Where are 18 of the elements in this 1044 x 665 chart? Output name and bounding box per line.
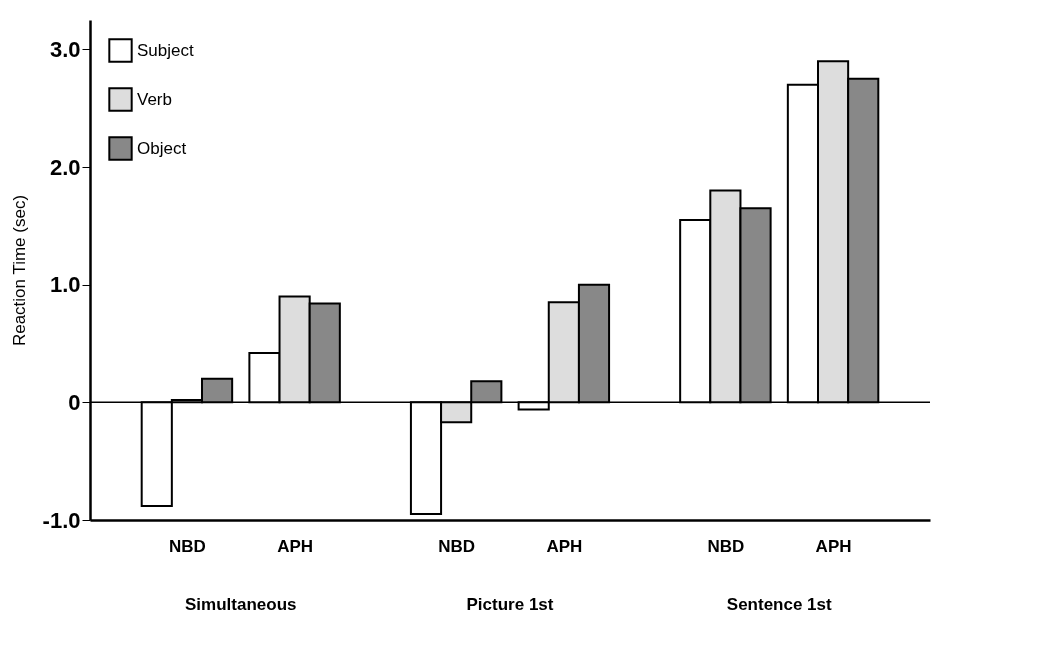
text: Simultaneous (185, 595, 297, 614)
x-tick-label: APH (815, 536, 852, 556)
x-tick-label: NBD (707, 536, 745, 556)
text: Picture 1st (466, 595, 554, 614)
y-tick-label: 2.0 (49, 154, 81, 180)
text: Sentence 1st (726, 595, 832, 614)
y-tick-label: -1.0 (42, 507, 81, 533)
y-axis-title: Reaction Time (sec) (9, 194, 29, 347)
y-tick-label: 1.0 (49, 272, 81, 298)
legend-label: Verb (137, 89, 172, 109)
x-tick-label: NBD (438, 536, 476, 556)
legend-label: Subject (137, 40, 194, 60)
x-tick-label: APH (277, 536, 314, 556)
y-tick-label: 3.0 (49, 36, 81, 62)
x-tick-label: APH (546, 536, 583, 556)
x-tick-label: NBD (169, 536, 206, 556)
legend-label: Object (137, 138, 187, 158)
y-tick-label: 0 (68, 389, 81, 415)
